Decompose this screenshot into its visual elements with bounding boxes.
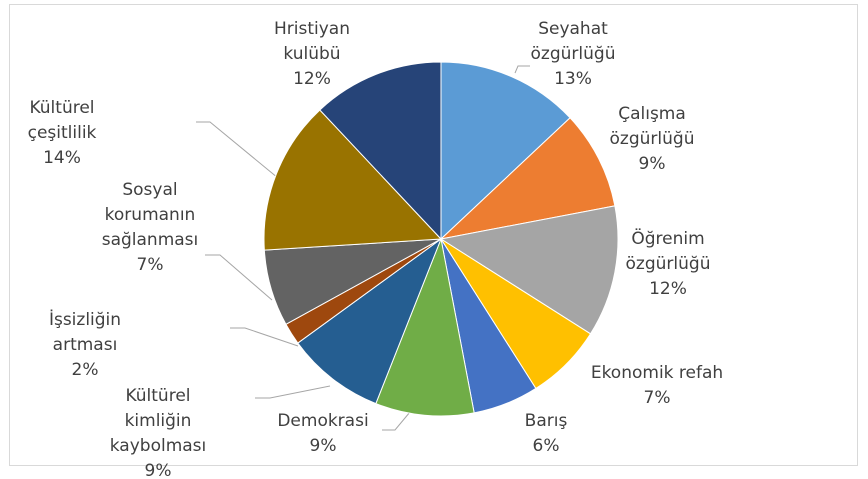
data-label: Hristiyan kulübü 12% xyxy=(274,17,350,92)
pie-slice xyxy=(297,237,443,405)
data-label: Çalışma özgürlüğü 9% xyxy=(610,102,695,177)
pie-slice xyxy=(319,61,442,241)
category-label: İşsizliğin artması xyxy=(48,310,122,355)
leader-line xyxy=(205,254,273,301)
leader-line xyxy=(196,121,279,179)
category-label: Çalışma özgürlüğü xyxy=(609,104,695,149)
value-label: 9% xyxy=(638,154,666,174)
value-label: 14% xyxy=(43,148,81,168)
data-label: Ekonomik refah 7% xyxy=(591,361,723,411)
value-label: 6% xyxy=(532,436,560,456)
data-label: Seyahat özgürlüğü 13% xyxy=(531,17,616,92)
category-label: Barış xyxy=(524,411,568,431)
category-label: Kültürel kimliğin kaybolması xyxy=(109,386,207,456)
value-label: 9% xyxy=(144,461,172,479)
pie-slice xyxy=(439,117,616,240)
pie-slice xyxy=(440,61,571,241)
category-label: Seyahat özgürlüğü xyxy=(530,19,616,64)
chart-frame xyxy=(9,4,858,466)
category-label: Hristiyan kulübü xyxy=(274,19,350,64)
pie-slice xyxy=(375,237,475,417)
data-label: Öğrenim özgürlüğü 12% xyxy=(626,227,711,302)
value-label: 12% xyxy=(649,279,687,299)
value-label: 13% xyxy=(554,69,592,89)
leader-line xyxy=(230,327,299,347)
data-label: Demokrasi 9% xyxy=(277,409,368,459)
value-label: 7% xyxy=(136,255,164,275)
category-label: Demokrasi xyxy=(277,411,369,431)
value-label: 2% xyxy=(71,360,99,380)
category-label: Ekonomik refah xyxy=(590,363,724,383)
value-label: 7% xyxy=(643,388,671,408)
category-label: Öğrenim özgürlüğü xyxy=(625,229,711,274)
pie-slice xyxy=(263,109,443,251)
leader-line xyxy=(514,65,530,74)
leader-line xyxy=(255,385,331,399)
pie-slice xyxy=(439,205,619,335)
data-label: Barış 6% xyxy=(525,409,568,459)
category-label: Sosyal korumanın sağlanması xyxy=(101,180,199,250)
category-label: Kültürel çeşitlilik xyxy=(27,98,97,143)
data-label: İşsizliğin artması 2% xyxy=(49,308,121,383)
leader-line xyxy=(382,411,411,431)
data-label: Sosyal korumanın sağlanması 7% xyxy=(102,178,199,278)
value-label: 12% xyxy=(293,69,331,89)
value-label: 9% xyxy=(309,436,337,456)
data-label: Kültürel çeşitlilik 14% xyxy=(28,96,97,171)
data-label: Kültürel kimliğin kaybolması 9% xyxy=(110,384,207,479)
